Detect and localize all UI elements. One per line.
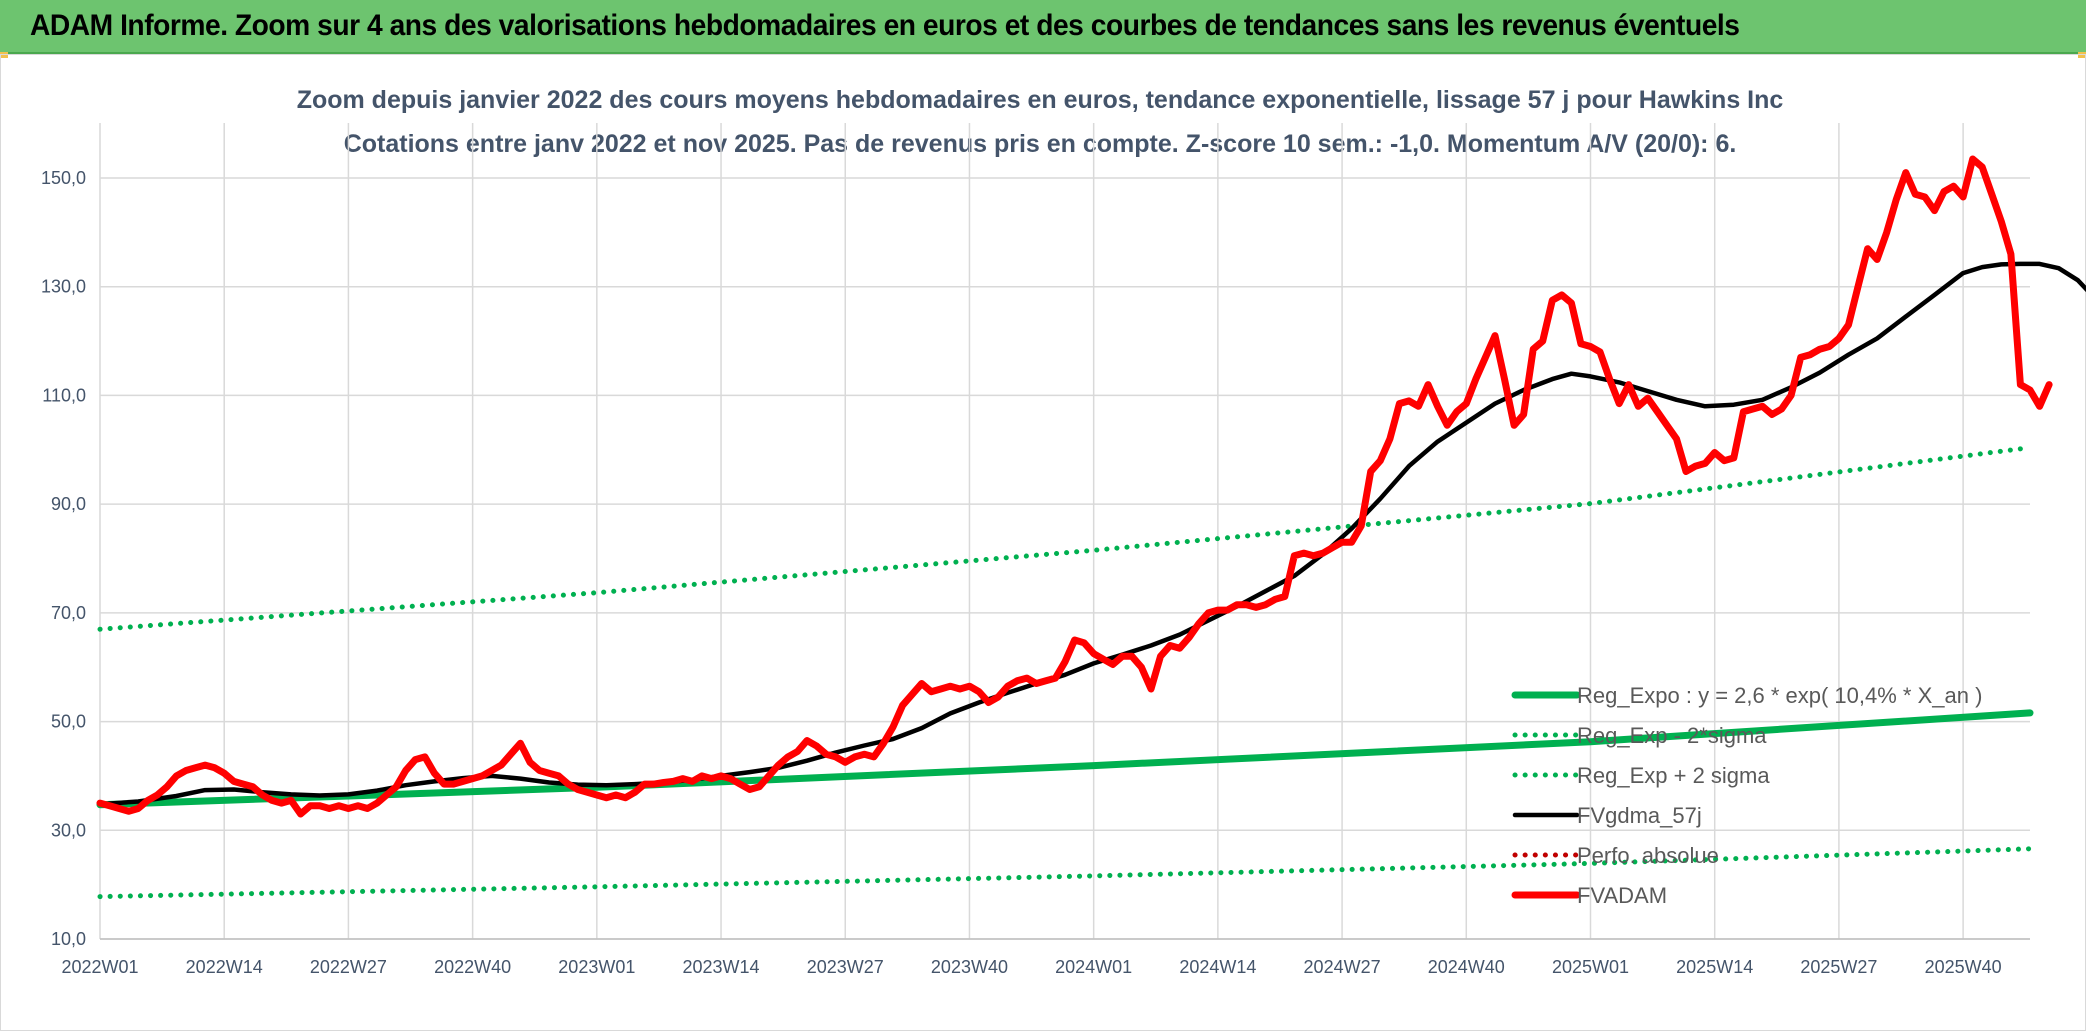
y-tick-label: 10,0 xyxy=(51,929,86,949)
x-axis-labels: 2022W01 2022W14 2022W27 2022W40 2023W01 2023W… xyxy=(61,957,2001,977)
legend-label: FVgdma_57j xyxy=(1577,803,1702,828)
corner-accent-right xyxy=(2078,52,2086,58)
x-tick-label: 2024W14 xyxy=(1179,957,1256,977)
x-tick-label: 2022W14 xyxy=(186,957,263,977)
chart-title: Zoom depuis janvier 2022 des cours moyen… xyxy=(297,86,1784,114)
legend-label: Reg_Exp + 2 sigma xyxy=(1577,763,1770,788)
series-line-reg-exp-2-sigma xyxy=(97,846,2033,900)
x-tick-label: 2023W40 xyxy=(931,957,1008,977)
x-tick-label: 2022W01 xyxy=(61,957,138,977)
y-tick-label: 150,0 xyxy=(41,168,86,188)
x-tick-label: 2022W27 xyxy=(310,957,387,977)
legend-label: Perfo. absolue xyxy=(1577,843,1719,868)
x-tick-label: 2025W40 xyxy=(1925,957,2002,977)
x-tick-label: 2024W40 xyxy=(1428,957,1505,977)
series-line-fvadam xyxy=(96,155,2053,818)
x-tick-label: 2023W01 xyxy=(558,957,635,977)
x-tick-label: 2024W27 xyxy=(1304,957,1381,977)
y-axis-labels: 10,0 30,0 50,0 70,0 90,0 110,0 130,0 150,0 xyxy=(41,168,86,949)
legend-label: Reg_Expo : y = 2,6 * exp( 10,4% * X_an ) xyxy=(1577,683,1982,708)
x-tick-label: 2024W01 xyxy=(1055,957,1132,977)
x-tick-label: 2025W27 xyxy=(1800,957,1877,977)
chart-grid xyxy=(99,123,2030,940)
y-tick-label: 110,0 xyxy=(42,385,86,405)
x-tick-label: 2025W14 xyxy=(1676,957,1753,977)
x-tick-label: 2022W40 xyxy=(434,957,511,977)
header-bar: ADAM Informe. Zoom sur 4 ans des valoris… xyxy=(0,0,2086,54)
series-line-reg-expo-y-2-6-exp-10-4-x-an- xyxy=(96,709,2034,809)
chart-series xyxy=(96,155,2086,900)
legend-label: Reg_Exp - 2*sigma xyxy=(1577,723,1767,748)
y-tick-label: 30,0 xyxy=(51,820,86,840)
legend-label: FVADAM xyxy=(1577,883,1667,908)
page-title: ADAM Informe. Zoom sur 4 ans des valoris… xyxy=(30,9,1740,42)
x-tick-label: 2023W27 xyxy=(807,957,884,977)
y-tick-label: 90,0 xyxy=(51,494,86,514)
y-tick-label: 50,0 xyxy=(51,712,86,732)
chart-legend: Reg_Expo : y = 2,6 * exp( 10,4% * X_an )… xyxy=(1511,683,1982,908)
chart-subtitle: Cotations entre janv 2022 et nov 2025. P… xyxy=(344,130,1737,158)
x-tick-label: 2025W01 xyxy=(1552,957,1629,977)
x-tick-label: 2023W14 xyxy=(683,957,760,977)
series-line-reg-exp-2-sigma xyxy=(97,445,2033,632)
y-tick-label: 130,0 xyxy=(41,277,86,297)
corner-accent-left xyxy=(0,52,8,58)
y-tick-label: 70,0 xyxy=(51,603,86,623)
